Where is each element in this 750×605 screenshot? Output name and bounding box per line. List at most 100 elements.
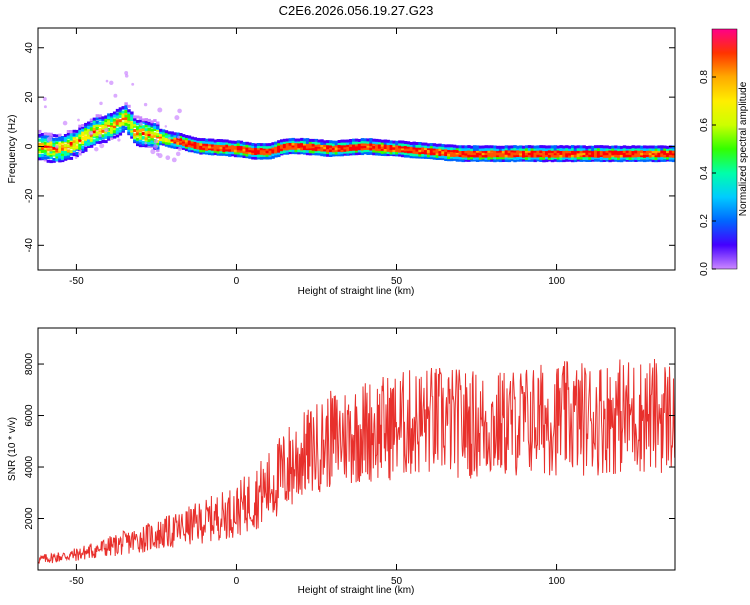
spectrogram-cell bbox=[216, 152, 220, 156]
spectrogram-cell bbox=[452, 157, 457, 161]
spectrogram-cell bbox=[271, 146, 275, 150]
spectrogram-cell bbox=[625, 154, 630, 158]
spectrogram-cell bbox=[458, 145, 462, 149]
spectrogram-cell bbox=[498, 154, 503, 158]
spectrogram-cell bbox=[61, 159, 65, 163]
spectrogram-cell bbox=[645, 147, 650, 151]
spectrogram-cell bbox=[159, 142, 163, 146]
spectrogram-cell bbox=[213, 139, 218, 143]
spectrogram-cell bbox=[66, 130, 71, 133]
spectrogram-cell bbox=[280, 145, 284, 149]
spectrogram-cell bbox=[343, 139, 347, 143]
spectrogram-cell bbox=[663, 150, 667, 154]
spectrogram-cell bbox=[110, 136, 114, 140]
spectrogram-cell bbox=[452, 154, 457, 157]
snr-x-tick-label: 100 bbox=[548, 576, 565, 587]
spectrogram-cell bbox=[248, 153, 252, 157]
spectrogram-cell bbox=[536, 156, 540, 160]
spectrogram-cell bbox=[202, 138, 206, 142]
spectrogram-cell bbox=[147, 145, 151, 148]
spectrogram-cell bbox=[357, 149, 362, 153]
spectrogram-cell bbox=[588, 159, 592, 162]
spectrogram-cell bbox=[38, 157, 42, 161]
spectrogram-cell bbox=[432, 156, 437, 160]
spectrogram-cell bbox=[346, 152, 350, 156]
spectrogram-cell bbox=[329, 149, 333, 153]
spectrogram-cell bbox=[248, 155, 252, 159]
spectrogram-y-tick-label: -20 bbox=[24, 188, 35, 203]
spectrogram-cell bbox=[210, 152, 215, 156]
spectrogram-cell bbox=[233, 145, 238, 149]
spectrogram-cell bbox=[95, 137, 99, 141]
spectrogram-cell bbox=[406, 150, 411, 154]
spectrogram-cell bbox=[138, 119, 143, 123]
spectrogram-speckle bbox=[43, 105, 47, 109]
spectrogram-cell bbox=[565, 145, 569, 149]
spectrogram-cell bbox=[110, 113, 114, 116]
spectrogram-cell bbox=[450, 155, 454, 159]
spectrogram-cell bbox=[104, 124, 108, 128]
spectrogram-cell bbox=[89, 124, 94, 128]
spectrogram-cell bbox=[628, 154, 632, 158]
spectrogram-cell bbox=[291, 148, 295, 152]
spectrogram-cell bbox=[323, 140, 327, 144]
spectrogram-cell bbox=[133, 117, 137, 121]
spectrogram-cell bbox=[372, 142, 376, 146]
spectrogram-cell bbox=[164, 137, 169, 141]
spectrogram-cell bbox=[668, 156, 673, 160]
spectrogram-cell bbox=[556, 150, 560, 153]
spectrogram-cell bbox=[329, 144, 333, 148]
spectrogram-cell bbox=[87, 139, 91, 143]
spectrogram-cell bbox=[78, 124, 82, 128]
spectrogram-cell bbox=[369, 147, 373, 151]
spectrogram-cell bbox=[634, 145, 638, 149]
spectrogram-cell bbox=[69, 135, 74, 139]
spectrogram-cell bbox=[81, 133, 85, 137]
spectrogram-cell bbox=[668, 150, 673, 153]
spectrogram-cell bbox=[87, 121, 91, 125]
spectrogram-cell bbox=[118, 112, 123, 115]
spectrogram-cell bbox=[395, 145, 399, 149]
spectrogram-cell bbox=[458, 152, 462, 156]
spectrogram-cell bbox=[444, 153, 448, 157]
spectrogram-cell bbox=[395, 153, 399, 157]
spectrogram-cell bbox=[331, 149, 336, 153]
spectrogram-speckle bbox=[165, 155, 171, 161]
spectrogram-cell bbox=[187, 144, 192, 148]
spectrogram-cell bbox=[320, 153, 324, 157]
spectrogram-speckle bbox=[55, 145, 59, 149]
spectrogram-cell bbox=[297, 151, 301, 155]
spectrogram-cell bbox=[354, 147, 359, 151]
spectrogram-cell bbox=[208, 145, 212, 149]
spectrogram-cell bbox=[317, 150, 321, 154]
spectrogram-cell bbox=[242, 148, 246, 152]
spectrogram-cell bbox=[66, 135, 71, 138]
spectrogram-cell bbox=[605, 154, 609, 158]
spectrogram-cell bbox=[124, 104, 128, 108]
spectrogram-cell bbox=[596, 154, 601, 158]
spectrogram-cell bbox=[484, 152, 488, 155]
spectrogram-cell bbox=[308, 143, 313, 147]
spectrogram-cell bbox=[225, 153, 229, 157]
spectrogram-cell bbox=[150, 130, 154, 134]
spectrogram-cell bbox=[596, 145, 601, 149]
spectrogram-cell bbox=[75, 129, 79, 133]
spectrogram-cell bbox=[594, 152, 598, 156]
spectrogram-cell bbox=[599, 154, 604, 157]
snr-y-tick-label: 2000 bbox=[24, 507, 35, 530]
spectrogram-cell bbox=[112, 135, 117, 139]
spectrogram-speckle bbox=[77, 118, 80, 122]
spectrogram-cell bbox=[539, 154, 543, 157]
spectrogram-cell bbox=[571, 154, 575, 158]
spectrogram-cell bbox=[625, 151, 630, 155]
spectrogram-cell bbox=[340, 146, 344, 150]
spectrogram-cell bbox=[259, 145, 264, 148]
spectrogram-cell bbox=[225, 146, 229, 150]
spectrogram-cell bbox=[231, 146, 235, 150]
spectrogram-cell bbox=[576, 145, 581, 149]
spectrogram-cell bbox=[150, 137, 154, 141]
spectrogram-cell bbox=[78, 129, 82, 133]
spectrogram-y-label: Frequency (Hz) bbox=[7, 115, 18, 184]
spectrogram-cell bbox=[628, 150, 632, 154]
spectrogram-cell bbox=[311, 143, 316, 147]
